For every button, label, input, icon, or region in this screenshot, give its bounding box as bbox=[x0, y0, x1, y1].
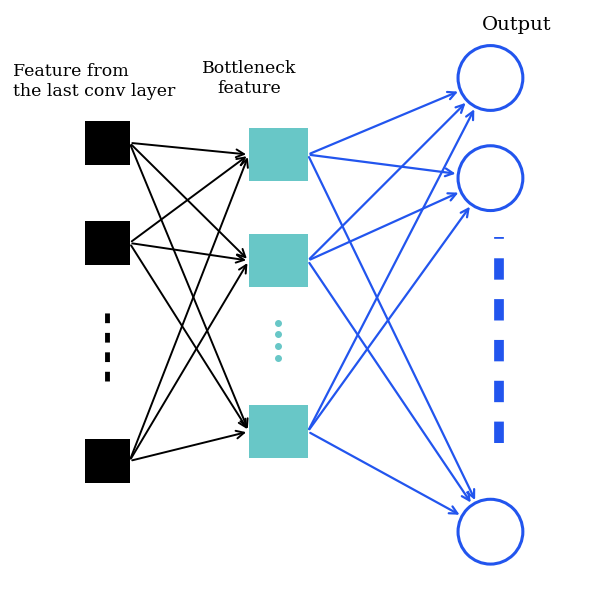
Circle shape bbox=[458, 146, 523, 211]
Circle shape bbox=[458, 499, 523, 564]
Bar bbox=[249, 234, 308, 287]
Bar bbox=[249, 128, 308, 181]
Text: Feature from
the last conv layer: Feature from the last conv layer bbox=[13, 63, 176, 100]
Bar bbox=[85, 221, 130, 265]
Circle shape bbox=[458, 46, 523, 110]
Bar bbox=[85, 439, 130, 483]
Bar bbox=[249, 405, 308, 458]
Text: Output: Output bbox=[482, 16, 552, 34]
Text: Bottleneck
feature: Bottleneck feature bbox=[202, 60, 296, 97]
Bar bbox=[85, 121, 130, 165]
